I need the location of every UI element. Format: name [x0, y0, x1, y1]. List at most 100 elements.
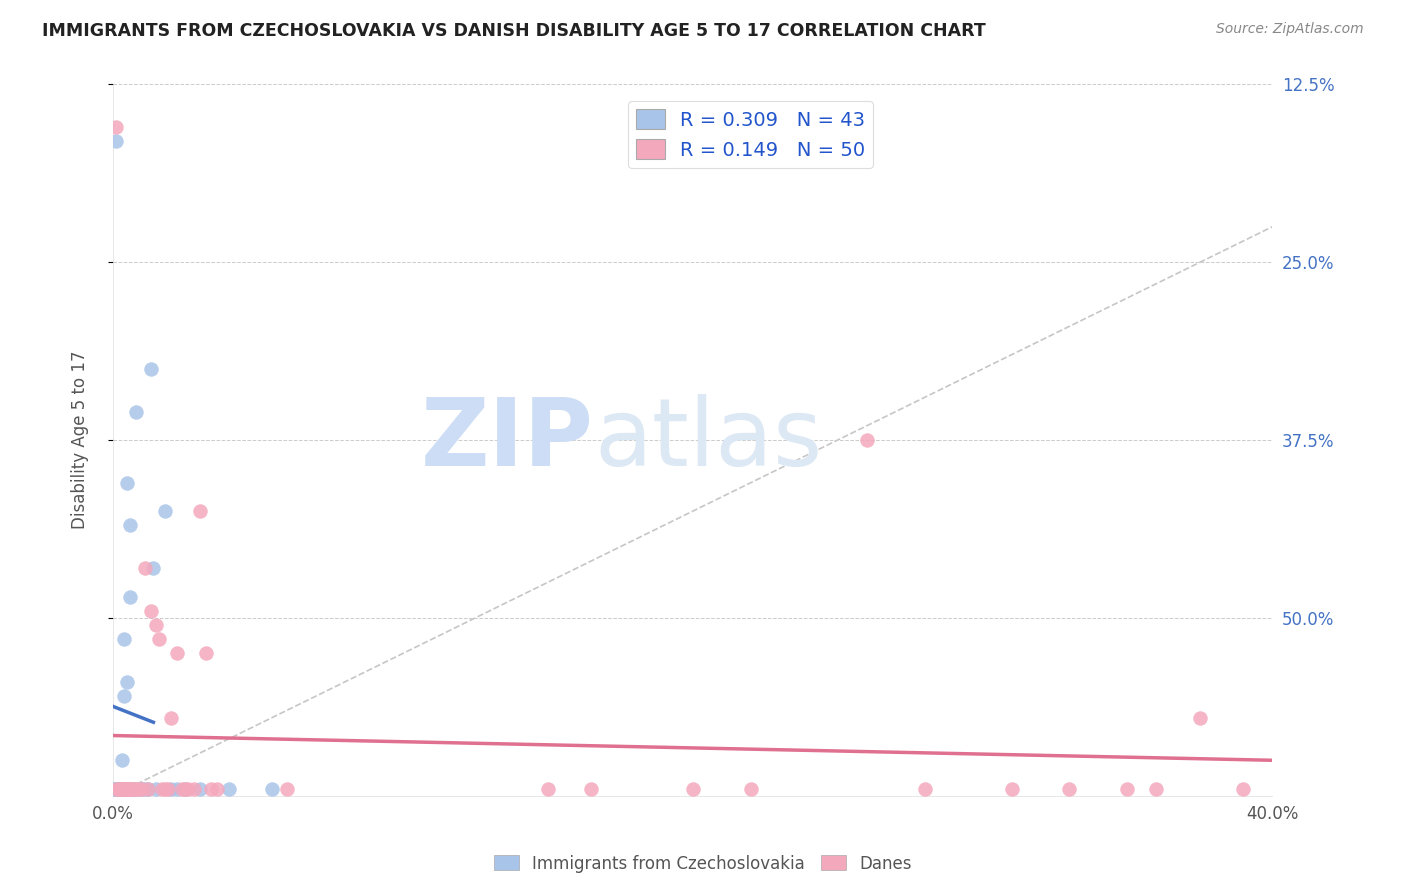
Point — [120, 781, 142, 796]
Point — [120, 518, 142, 533]
Y-axis label: Disability Age 5 to 17: Disability Age 5 to 17 — [72, 351, 89, 529]
Point — [114, 781, 136, 796]
Point — [115, 781, 138, 796]
Point — [103, 781, 125, 796]
Point — [156, 781, 179, 796]
Point — [104, 120, 127, 135]
Point — [107, 781, 129, 796]
Point — [218, 781, 240, 796]
Point — [120, 781, 142, 796]
Point — [117, 781, 139, 796]
Point — [120, 590, 142, 604]
Point — [139, 362, 162, 376]
Point — [145, 781, 167, 796]
Point — [160, 710, 183, 724]
Point — [114, 781, 136, 796]
Point — [125, 404, 148, 418]
Point — [128, 781, 150, 796]
Point — [117, 781, 139, 796]
Point — [110, 781, 132, 796]
Point — [111, 781, 134, 796]
Point — [139, 604, 162, 618]
Point — [117, 781, 139, 796]
Point — [177, 781, 200, 796]
Point — [104, 781, 127, 796]
Text: ZIP: ZIP — [422, 394, 595, 486]
Text: atlas: atlas — [595, 394, 823, 486]
Point — [131, 781, 153, 796]
Point — [117, 675, 139, 690]
Point — [1146, 781, 1168, 796]
Point — [131, 781, 153, 796]
Point — [104, 781, 127, 796]
Point — [682, 781, 704, 796]
Point — [855, 433, 877, 447]
Point — [205, 781, 228, 796]
Point — [537, 781, 560, 796]
Point — [107, 781, 129, 796]
Point — [117, 781, 139, 796]
Point — [125, 781, 148, 796]
Point — [104, 781, 127, 796]
Point — [107, 781, 129, 796]
Point — [142, 561, 165, 575]
Point — [1116, 781, 1139, 796]
Point — [117, 781, 139, 796]
Point — [276, 781, 298, 796]
Point — [1000, 781, 1022, 796]
Point — [114, 781, 136, 796]
Point — [110, 753, 132, 767]
Point — [110, 781, 132, 796]
Point — [114, 781, 136, 796]
Point — [105, 781, 128, 796]
Point — [1232, 781, 1254, 796]
Text: Source: ZipAtlas.com: Source: ZipAtlas.com — [1216, 22, 1364, 37]
Point — [150, 781, 173, 796]
Point — [134, 781, 156, 796]
Point — [125, 781, 148, 796]
Point — [117, 475, 139, 490]
Point — [153, 781, 176, 796]
Point — [110, 781, 132, 796]
Point — [114, 632, 136, 647]
Point — [740, 781, 762, 796]
Point — [107, 781, 129, 796]
Point — [1188, 710, 1211, 724]
Point — [136, 781, 159, 796]
Legend: R = 0.309   N = 43, R = 0.149   N = 50: R = 0.309 N = 43, R = 0.149 N = 50 — [628, 102, 873, 168]
Text: IMMIGRANTS FROM CZECHOSLOVAKIA VS DANISH DISABILITY AGE 5 TO 17 CORRELATION CHAR: IMMIGRANTS FROM CZECHOSLOVAKIA VS DANISH… — [42, 22, 986, 40]
Point — [107, 781, 129, 796]
Point — [108, 781, 131, 796]
Point — [160, 781, 183, 796]
Point — [188, 781, 211, 796]
Point — [166, 781, 188, 796]
Point — [122, 781, 145, 796]
Point — [136, 781, 159, 796]
Point — [1059, 781, 1081, 796]
Point — [134, 561, 156, 575]
Point — [183, 781, 205, 796]
Point — [200, 781, 222, 796]
Point — [114, 689, 136, 703]
Point — [262, 781, 284, 796]
Legend: Immigrants from Czechoslovakia, Danes: Immigrants from Czechoslovakia, Danes — [486, 848, 920, 880]
Point — [153, 504, 176, 518]
Point — [188, 504, 211, 518]
Point — [120, 781, 142, 796]
Point — [166, 647, 188, 661]
Point — [128, 781, 150, 796]
Point — [194, 647, 217, 661]
Point — [172, 781, 194, 796]
Point — [174, 781, 197, 796]
Point — [579, 781, 602, 796]
Point — [110, 781, 132, 796]
Point — [104, 134, 127, 148]
Point — [122, 781, 145, 796]
Point — [145, 618, 167, 632]
Point — [110, 781, 132, 796]
Point — [174, 781, 197, 796]
Point — [148, 632, 170, 647]
Point — [914, 781, 936, 796]
Point — [122, 781, 145, 796]
Point — [120, 781, 142, 796]
